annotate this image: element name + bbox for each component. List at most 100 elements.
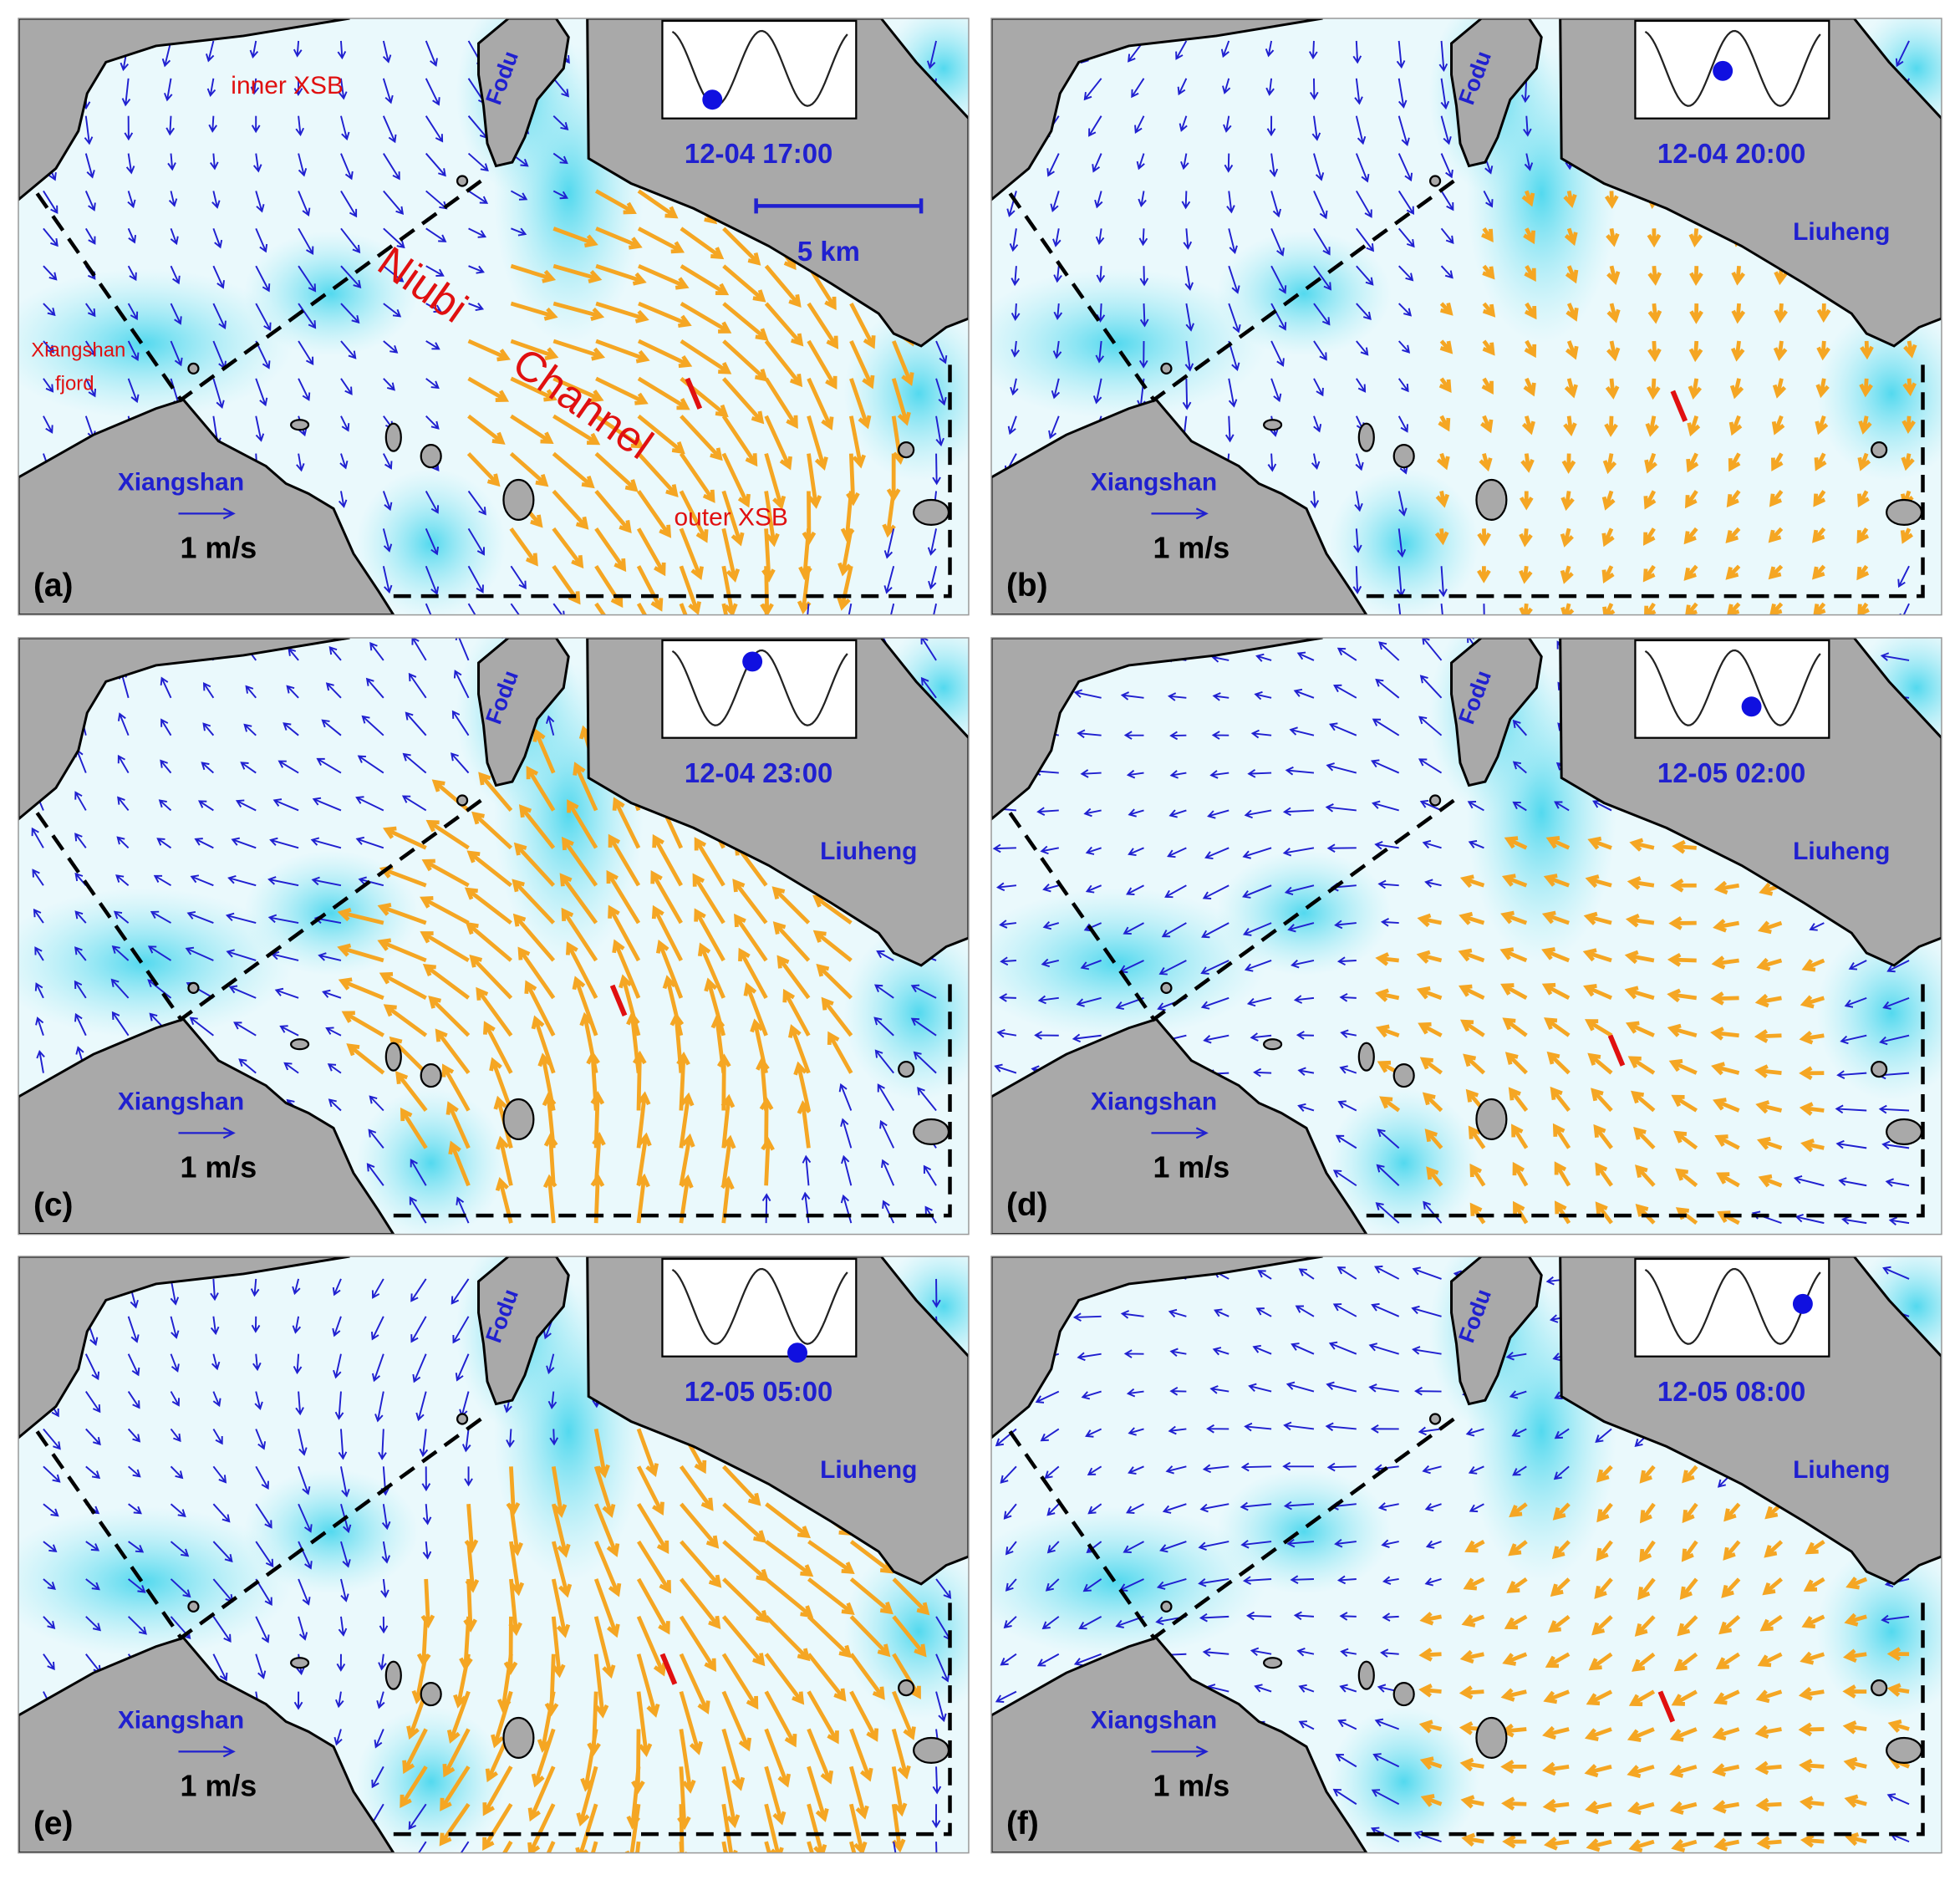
velocity-arrow: [1541, 1761, 1570, 1776]
velocity-arrow: [527, 1765, 556, 1822]
velocity-arrow: [932, 1842, 941, 1853]
velocity-arrow: [425, 115, 444, 143]
velocity-arrow: [1379, 1096, 1401, 1113]
velocity-arrow: [517, 946, 556, 1000]
velocity-arrow: [466, 850, 512, 888]
scale-arrow: [1151, 507, 1209, 520]
scale-arrow: [178, 507, 236, 520]
velocity-arrow: [1684, 602, 1698, 615]
velocity-arrow: [722, 339, 768, 382]
velocity-arrow: [340, 115, 350, 141]
velocity-arrow: [31, 827, 44, 848]
velocity-arrow: [593, 1653, 609, 1719]
velocity-arrow: [1254, 1684, 1272, 1693]
velocity-arrow: [1418, 716, 1443, 736]
tide-inset: [661, 1257, 858, 1358]
velocity-arrow: [43, 1503, 59, 1517]
velocity-arrow: [425, 415, 440, 430]
velocity-arrow: [636, 527, 666, 577]
velocity-arrow: [1041, 958, 1060, 968]
velocity-arrow: [680, 415, 723, 461]
velocity-arrow: [552, 489, 589, 530]
velocity-arrow: [1800, 1651, 1825, 1665]
velocity-arrow: [1438, 377, 1452, 393]
velocity-arrow: [1126, 1388, 1144, 1398]
velocity-arrow: [465, 921, 512, 962]
velocity-arrow: [1339, 992, 1357, 1002]
velocity-arrow: [1313, 153, 1325, 181]
velocity-arrow: [371, 1278, 384, 1299]
velocity-arrow: [1769, 602, 1784, 615]
velocity-arrow: [74, 1012, 87, 1037]
velocity-arrow: [1010, 378, 1019, 396]
velocity-arrow: [357, 755, 384, 774]
velocity-arrow: [110, 978, 130, 999]
tide-phase-dot: [742, 651, 763, 672]
island: [502, 1098, 535, 1141]
velocity-arrow: [782, 988, 811, 1037]
velocity-arrow: [339, 453, 349, 470]
velocity-arrow: [765, 1540, 814, 1577]
velocity-arrow: [1582, 948, 1612, 963]
velocity-arrow: [764, 415, 792, 471]
velocity-arrow: [680, 1577, 721, 1629]
velocity-arrow: [167, 153, 176, 171]
velocity-arrow: [1046, 1503, 1060, 1516]
velocity-arrow: [267, 876, 299, 887]
velocity-arrow: [1355, 153, 1370, 183]
velocity-arrow: [1713, 1098, 1740, 1113]
velocity-arrow: [425, 378, 440, 390]
velocity-arrow: [452, 1841, 470, 1853]
velocity-arrow: [1512, 1465, 1527, 1476]
velocity-arrow: [551, 1503, 571, 1558]
velocity-arrow: [552, 190, 569, 200]
velocity-arrow: [1244, 809, 1272, 819]
velocity-arrow: [694, 908, 725, 962]
velocity-arrow: [1328, 1341, 1357, 1355]
velocity-arrow: [1773, 340, 1788, 362]
velocity-arrow: [552, 227, 598, 248]
velocity-arrow: [626, 1011, 641, 1073]
velocity-arrow: [1411, 1305, 1442, 1317]
velocity-arrow: [160, 676, 172, 699]
velocity-arrow: [764, 377, 798, 429]
tide-curve: [671, 1267, 848, 1345]
velocity-arrow: [1005, 1578, 1017, 1592]
velocity-arrow: [1469, 1503, 1484, 1513]
distance-scale-bar: [754, 198, 924, 214]
velocity-arrow: [1139, 303, 1149, 328]
velocity-arrow: [1903, 340, 1917, 359]
velocity-arrow: [1138, 340, 1148, 369]
velocity-arrow: [1713, 1689, 1740, 1705]
velocity-arrow: [298, 340, 314, 366]
velocity-arrow: [298, 1466, 311, 1495]
velocity-arrow: [212, 1428, 223, 1445]
velocity-arrow: [467, 414, 506, 445]
velocity-arrow: [1397, 153, 1413, 182]
velocity-arrow: [1045, 1578, 1060, 1592]
island: [1428, 794, 1442, 807]
velocity-arrow: [552, 527, 584, 569]
velocity-arrow: [1418, 1426, 1442, 1436]
timestamp: 12-04 23:00: [685, 757, 832, 788]
velocity-arrow: [1815, 378, 1830, 399]
velocity-arrow: [1465, 1428, 1484, 1437]
velocity-arrow: [506, 1429, 515, 1449]
velocity-arrow: [395, 1070, 428, 1112]
velocity-arrow: [595, 339, 650, 364]
velocity-arrow: [510, 376, 557, 402]
velocity-arrow: [1519, 491, 1534, 511]
velocity-arrow: [212, 303, 227, 329]
island: [1886, 498, 1923, 527]
velocity-arrow: [206, 78, 216, 97]
velocity-arrow: [927, 528, 938, 556]
velocity-arrow: [1712, 1800, 1740, 1814]
land: [991, 18, 1323, 201]
velocity-arrow: [1512, 801, 1527, 812]
velocity-arrow: [1270, 340, 1285, 367]
velocity-arrow: [807, 1841, 827, 1853]
velocity-arrow: [255, 265, 271, 293]
velocity-arrow: [1396, 40, 1406, 69]
velocity-arrow: [1895, 40, 1910, 68]
velocity-arrow: [1371, 759, 1400, 774]
